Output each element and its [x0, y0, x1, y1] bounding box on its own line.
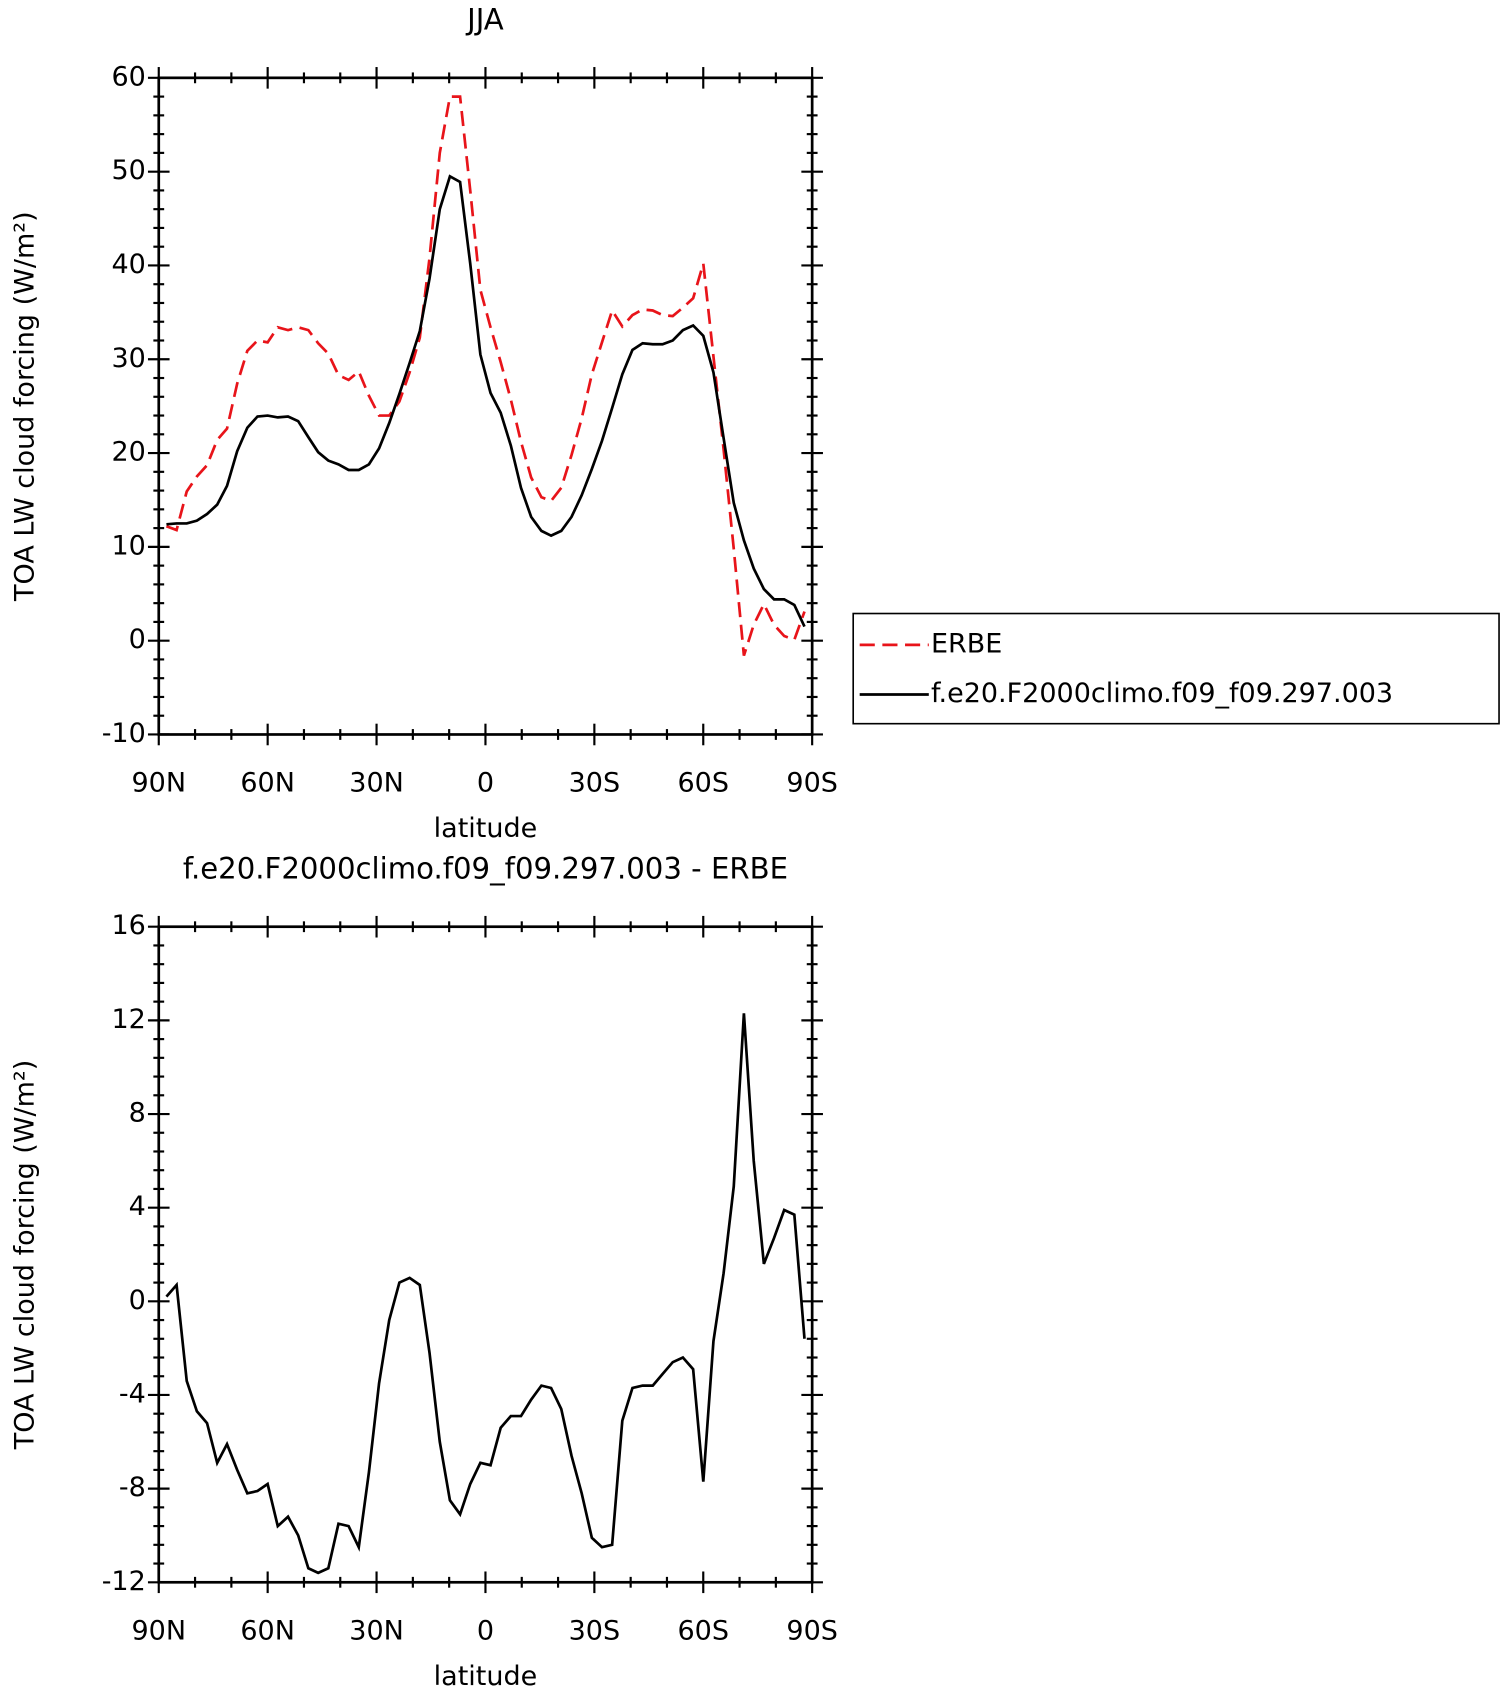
y-tick-label: 16: [111, 910, 145, 941]
x-tick-label: 0: [477, 1615, 494, 1646]
x-tick-label: 90N: [131, 1615, 186, 1646]
x-tick-label: 90S: [786, 1615, 838, 1646]
y-tick-label: 4: [129, 1191, 146, 1222]
data-line: [166, 174, 806, 628]
y-axis-label: TOA LW cloud forcing (W/m²): [9, 211, 40, 602]
plot-frame: [157, 925, 814, 1584]
y-axis-label: TOA LW cloud forcing (W/m²): [9, 1060, 40, 1451]
y-tick-label: 40: [111, 249, 145, 280]
plot-frame: [157, 76, 814, 736]
y-tick-label: 0: [129, 1285, 146, 1316]
y-tick-label: -12: [102, 1566, 146, 1597]
legend-label: ERBE: [931, 628, 1002, 659]
x-axis-label: latitude: [434, 813, 538, 844]
legend-box: [852, 612, 1500, 725]
y-tick-label: -10: [102, 718, 146, 749]
y-tick-label: -4: [119, 1378, 146, 1409]
x-axis-label: latitude: [434, 1661, 538, 1692]
data-line: [165, 95, 806, 657]
chart-title: JJA: [465, 3, 504, 37]
y-tick-label: 20: [111, 437, 145, 468]
legend-label: f.e20.F2000climo.f09_f09.297.003: [931, 678, 1393, 709]
x-tick-label: 30N: [349, 1615, 404, 1646]
x-tick-label: 60N: [240, 1615, 295, 1646]
y-tick-label: 60: [111, 61, 145, 92]
y-tick-label: 10: [111, 530, 145, 561]
y-tick-label: -8: [119, 1472, 146, 1503]
y-tick-label: 0: [129, 624, 146, 655]
data-line: [165, 1013, 806, 1575]
x-tick-label: 30N: [349, 768, 404, 799]
chart-title: f.e20.F2000climo.f09_f09.297.003 - ERBE: [183, 852, 788, 886]
x-tick-label: 30S: [569, 1615, 621, 1646]
x-tick-label: 60N: [240, 768, 295, 799]
x-tick-label: 90S: [786, 768, 838, 799]
y-tick-label: 50: [111, 155, 145, 186]
y-tick-label: 8: [129, 1098, 146, 1129]
x-tick-label: 60S: [678, 768, 730, 799]
y-tick-label: 12: [111, 1004, 145, 1035]
x-tick-label: 30S: [569, 768, 621, 799]
y-tick-label: 30: [111, 343, 145, 374]
x-tick-label: 0: [477, 768, 494, 799]
x-tick-label: 60S: [678, 1615, 730, 1646]
x-tick-label: 90N: [131, 768, 186, 799]
